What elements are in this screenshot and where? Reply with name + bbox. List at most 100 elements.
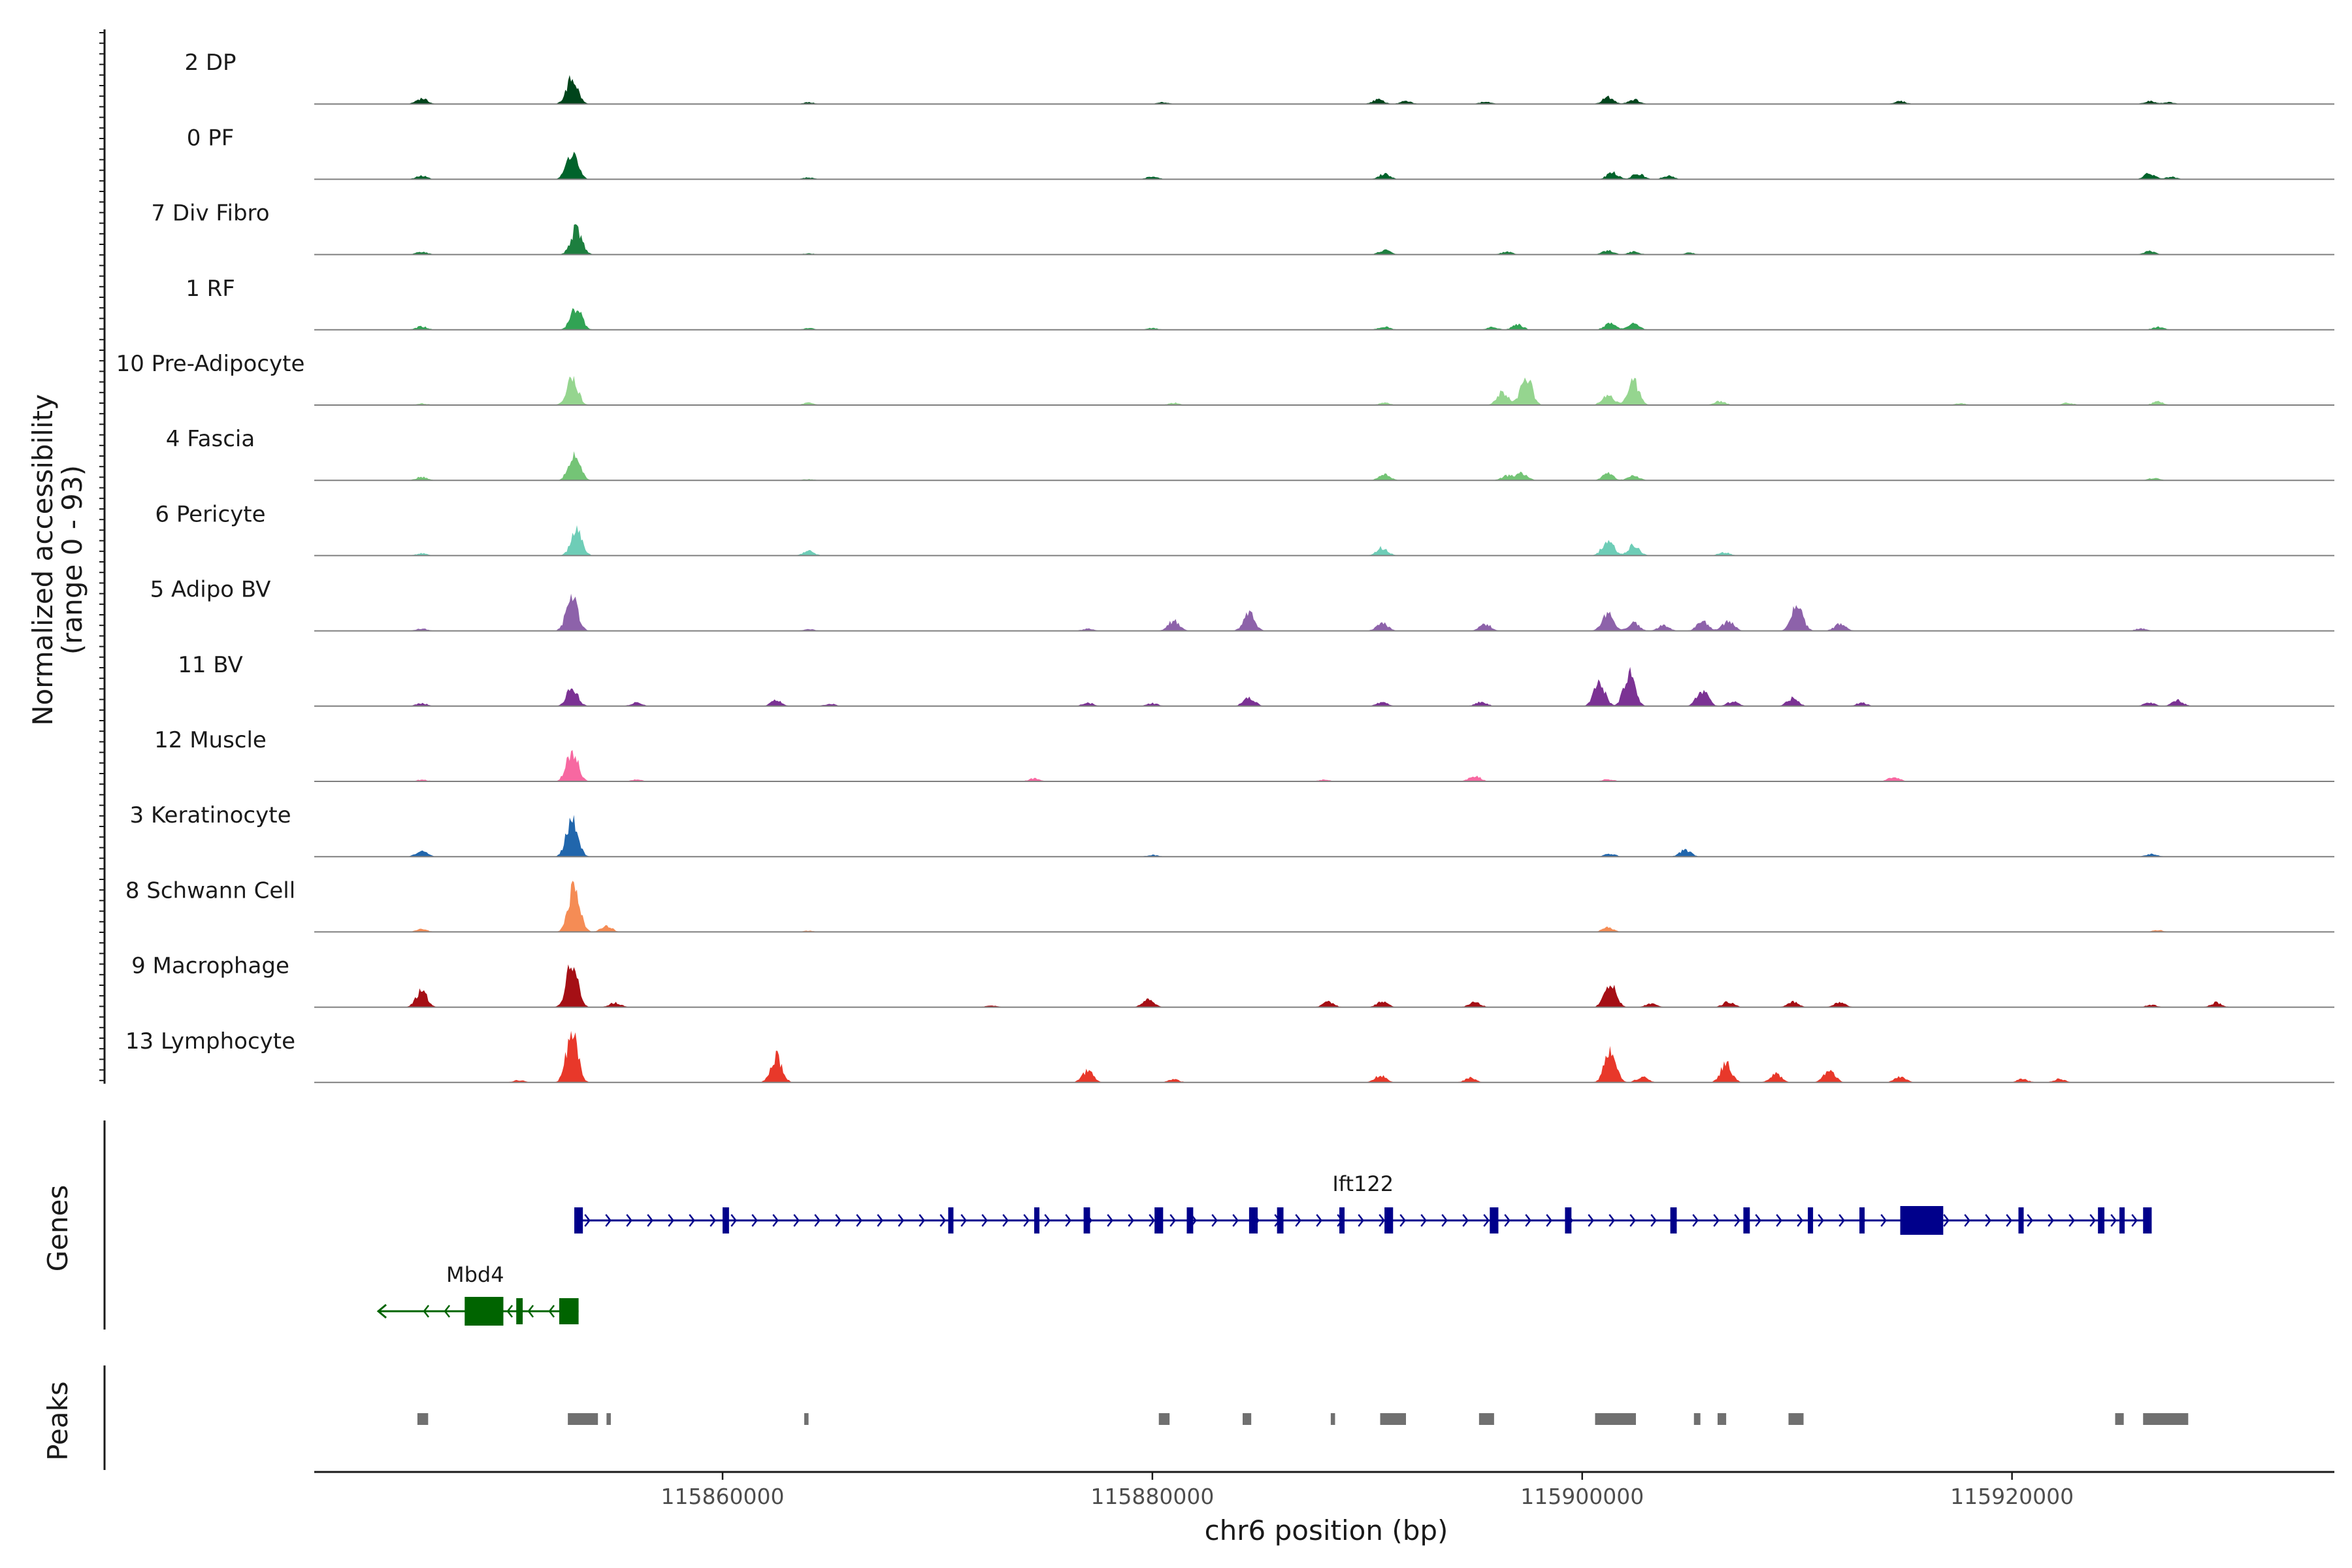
strand-arrow: [1588, 1214, 1594, 1227]
track-label: 7 Div Fibro: [151, 201, 269, 227]
x-tick-label: 115900000: [1520, 1484, 1644, 1509]
exon: [574, 1207, 583, 1233]
strand-arrow: [960, 1214, 967, 1227]
strand-arrow: [814, 1214, 821, 1227]
x-tick-label: 115880000: [1090, 1484, 1214, 1509]
track-2-dp: 2 DP: [184, 50, 2334, 105]
strand-arrow: [423, 1305, 430, 1318]
track-4-fascia: 4 Fascia: [166, 426, 2334, 482]
strand-arrow: [1295, 1214, 1301, 1227]
strand-arrow: [1964, 1214, 1970, 1227]
strand-arrow: [772, 1214, 779, 1227]
strand-arrow: [1755, 1214, 1761, 1227]
exon: [2098, 1207, 2105, 1233]
track-0-pf: 0 PF: [187, 125, 2334, 180]
strand-arrow: [2068, 1214, 2075, 1227]
peak-region: [804, 1413, 809, 1425]
exon: [559, 1298, 579, 1324]
exon: [1277, 1207, 1284, 1233]
x-tick-label: 115860000: [661, 1484, 784, 1509]
track-label: 12 Muscle: [154, 727, 267, 753]
strand-arrow: [1629, 1214, 1636, 1227]
exon: [1490, 1207, 1499, 1233]
exon: [2018, 1207, 2024, 1233]
track-3-keratinocyte: 3 Keratinocyte: [130, 802, 2334, 858]
exon: [1154, 1207, 1164, 1233]
exon: [1808, 1207, 1814, 1233]
exon: [1565, 1207, 1572, 1233]
peak-region: [568, 1413, 598, 1425]
genes-panel-title: Genes: [42, 1185, 74, 1272]
exon: [1339, 1207, 1345, 1233]
track-7-div-fibro: 7 Div Fibro: [151, 201, 2334, 255]
track-12-muscle: 12 Muscle: [154, 727, 2334, 782]
strand-arrow: [1399, 1214, 1406, 1227]
gene-mbd4: Mbd4: [376, 1262, 579, 1326]
exon: [1186, 1207, 1194, 1233]
peak-region: [1788, 1413, 1804, 1425]
exon: [722, 1207, 729, 1233]
strand-arrow: [527, 1305, 534, 1318]
strand-arrow: [2089, 1214, 2096, 1227]
x-axis-title: chr6 position (bp): [1205, 1514, 1448, 1546]
track-label: 5 Adipo BV: [150, 577, 271, 603]
strand-arrow: [835, 1214, 841, 1227]
strand-arrow: [376, 1303, 387, 1319]
track-8-schwann-cell: 8 Schwann Cell: [125, 877, 2334, 933]
strand-arrow: [548, 1305, 555, 1318]
strand-arrow: [647, 1214, 653, 1227]
strand-arrow: [939, 1214, 946, 1227]
strand-arrow: [1065, 1214, 1071, 1227]
x-tick-label: 115920000: [1950, 1484, 2074, 1509]
track-label: 1 RF: [186, 276, 235, 302]
gene-label: Mbd4: [446, 1262, 504, 1287]
strand-arrow: [2027, 1214, 2033, 1227]
strand-arrow: [1002, 1214, 1009, 1227]
strand-arrow: [856, 1214, 862, 1227]
exon: [1859, 1207, 1865, 1233]
track-label: 3 Keratinocyte: [130, 802, 291, 828]
strand-arrow: [919, 1214, 925, 1227]
strand-arrow: [1023, 1214, 1030, 1227]
track-label: 0 PF: [187, 125, 235, 151]
strand-arrow: [2131, 1214, 2138, 1227]
strand-arrow: [2110, 1214, 2117, 1227]
track-label: 6 Pericyte: [155, 501, 265, 527]
peak-region: [2115, 1413, 2124, 1425]
strand-arrow: [1316, 1214, 1322, 1227]
track-label: 9 Macrophage: [131, 953, 289, 979]
strand-arrow: [1044, 1214, 1051, 1227]
coverage-tracks: 2 DP 0 PF 7 Div Fibro 1 RF 10 Pre-Adipocyte 4…: [116, 50, 2334, 1083]
strand-arrow: [981, 1214, 988, 1227]
x-axis: 115860000 115880000 115900000 115920000: [314, 1471, 2334, 1509]
strand-arrow: [1713, 1214, 1720, 1227]
strand-arrow: [626, 1214, 632, 1227]
track-label: 11 BV: [178, 652, 243, 678]
strand-arrow: [793, 1214, 800, 1227]
peak-region: [1595, 1413, 1636, 1425]
strand-arrow: [1420, 1214, 1427, 1227]
strand-arrow: [1734, 1214, 1740, 1227]
exon: [465, 1297, 504, 1326]
exon: [1900, 1206, 1944, 1235]
strand-arrow: [877, 1214, 883, 1227]
peak-region: [606, 1413, 611, 1425]
strand-arrow: [605, 1214, 612, 1227]
strand-arrow: [1483, 1214, 1490, 1227]
strand-arrow: [1525, 1214, 1531, 1227]
strand-arrow: [1107, 1214, 1113, 1227]
peaks-panel-title: Peaks: [42, 1381, 74, 1461]
exon: [1743, 1207, 1750, 1233]
exon: [516, 1298, 523, 1324]
track-label: 10 Pre-Adipocyte: [116, 351, 305, 377]
peak-region: [1243, 1413, 1252, 1425]
strand-arrow: [1211, 1214, 1218, 1227]
exon: [2119, 1207, 2125, 1233]
track-label: 2 DP: [184, 50, 236, 76]
y-axis: [99, 29, 106, 1084]
strand-arrow: [1379, 1214, 1385, 1227]
peak-region: [1478, 1413, 1494, 1425]
strand-arrow: [1546, 1214, 1552, 1227]
strand-arrow: [1149, 1214, 1155, 1227]
exon: [1670, 1207, 1677, 1233]
